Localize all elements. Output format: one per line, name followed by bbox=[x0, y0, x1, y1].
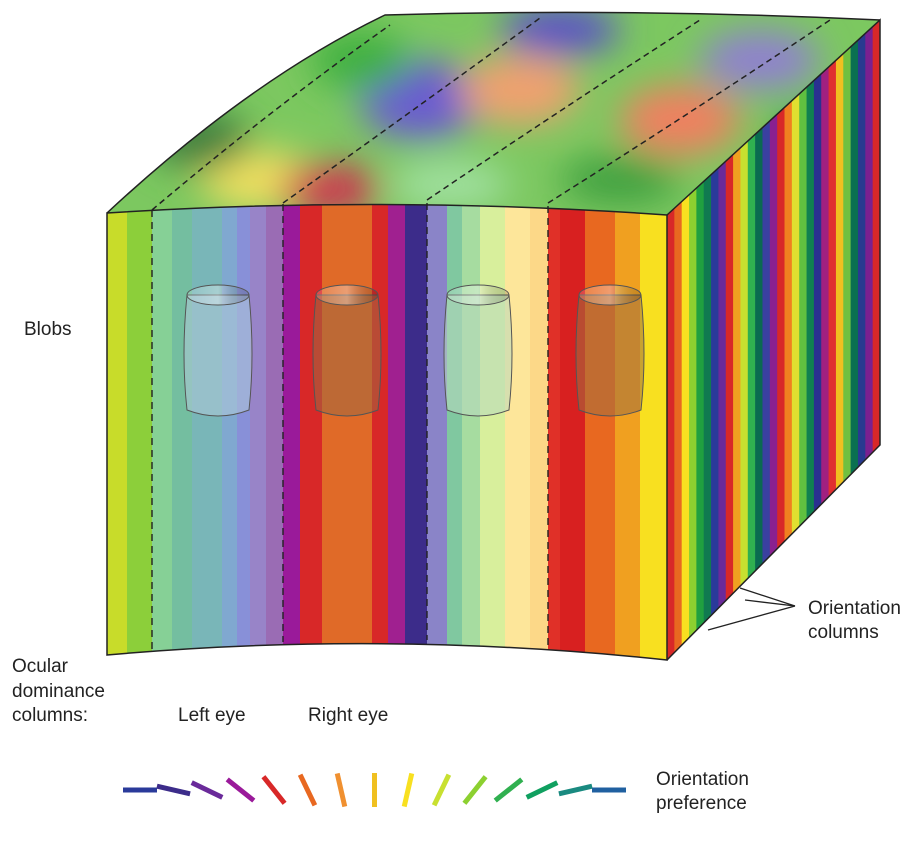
column-stripe bbox=[427, 204, 448, 660]
orientation-bar bbox=[261, 775, 287, 805]
blobs bbox=[183, 284, 645, 417]
column-stripe bbox=[250, 204, 267, 660]
orientation-preference-label: preference bbox=[656, 793, 747, 814]
orientation-bar bbox=[462, 775, 488, 805]
column-stripe bbox=[505, 204, 531, 660]
column-stripe bbox=[791, 93, 800, 534]
column-stripe bbox=[266, 204, 284, 660]
column-stripe bbox=[850, 40, 859, 475]
column-stripe bbox=[784, 100, 793, 542]
column-stripe bbox=[447, 204, 463, 660]
column-stripe bbox=[388, 204, 406, 660]
right-eye-label: Right eye bbox=[308, 705, 388, 726]
orientation-bar bbox=[225, 777, 256, 803]
column-stripe bbox=[322, 204, 373, 660]
column-stripe bbox=[799, 87, 807, 527]
left-eye-label: Left eye bbox=[178, 705, 246, 726]
column-stripe bbox=[872, 20, 881, 453]
column-stripe bbox=[769, 114, 778, 557]
front-face bbox=[107, 204, 667, 660]
column-stripe bbox=[733, 147, 741, 594]
column-stripe bbox=[222, 204, 238, 660]
column-stripe bbox=[462, 204, 481, 660]
top-face bbox=[107, 12, 880, 216]
orientation-preference-label: Orientation bbox=[656, 769, 749, 790]
column-stripe bbox=[762, 120, 771, 564]
blob bbox=[183, 294, 253, 417]
column-stripe bbox=[152, 204, 173, 660]
orientation-bar bbox=[334, 772, 348, 808]
orientation-bar bbox=[525, 780, 559, 800]
column-stripe bbox=[560, 204, 586, 660]
column-stripe bbox=[843, 46, 852, 483]
column-stripe bbox=[172, 204, 193, 660]
column-stripe bbox=[107, 204, 128, 660]
column-stripe bbox=[755, 127, 763, 572]
blob-top bbox=[186, 284, 250, 306]
blobs-label: Blobs bbox=[24, 319, 72, 340]
column-stripe bbox=[585, 204, 616, 660]
orientation-arrows bbox=[707, 587, 796, 631]
column-stripe bbox=[615, 204, 641, 660]
column-stripe bbox=[711, 167, 719, 616]
right-face bbox=[667, 20, 881, 660]
column-stripe bbox=[667, 208, 675, 660]
orientation-bar bbox=[156, 783, 191, 797]
column-stripe bbox=[696, 181, 705, 631]
orientation-bar bbox=[297, 773, 318, 807]
orientation-bar bbox=[493, 777, 524, 803]
column-stripe bbox=[640, 204, 667, 660]
blob bbox=[443, 294, 513, 417]
orientation-columns-label: columns bbox=[808, 622, 879, 643]
column-stripe bbox=[548, 204, 561, 660]
column-stripe bbox=[718, 161, 727, 609]
column-stripe bbox=[813, 73, 822, 512]
column-stripe bbox=[828, 60, 837, 497]
column-stripe bbox=[865, 26, 874, 460]
orientation-preference-key bbox=[123, 772, 626, 808]
cube-outline bbox=[106, 11, 881, 661]
blob bbox=[312, 294, 382, 417]
orientation-columns-label: Orientation bbox=[808, 598, 901, 619]
column-stripe bbox=[480, 204, 506, 660]
blob bbox=[575, 294, 645, 417]
blob-top bbox=[578, 284, 642, 306]
column-stripe bbox=[740, 141, 749, 586]
column-stripe bbox=[777, 107, 785, 549]
column-stripe bbox=[127, 204, 153, 660]
ocular-label: columns: bbox=[12, 705, 88, 726]
column-stripe bbox=[237, 204, 251, 660]
ocular-label: Ocular bbox=[12, 656, 69, 677]
column-stripe bbox=[530, 204, 549, 660]
blob-top bbox=[446, 284, 510, 306]
orientation-bar bbox=[401, 772, 415, 808]
column-stripe bbox=[857, 33, 866, 468]
column-stripe bbox=[747, 134, 756, 579]
column-stripe bbox=[372, 204, 389, 660]
column-stripe bbox=[821, 67, 829, 505]
orientation-bar bbox=[431, 773, 452, 807]
column-stripe bbox=[192, 204, 223, 660]
column-stripe bbox=[703, 174, 712, 623]
orientation-bar bbox=[190, 780, 224, 800]
column-stripe bbox=[725, 154, 734, 601]
column-stripe bbox=[674, 201, 683, 653]
ocular-boundaries bbox=[151, 203, 549, 652]
column-stripe bbox=[689, 188, 697, 638]
column-stripe bbox=[681, 194, 690, 646]
orientation-bar bbox=[558, 783, 593, 797]
column-stripe bbox=[835, 53, 844, 490]
column-stripe bbox=[283, 204, 301, 660]
ocular-label: dominance bbox=[12, 681, 105, 702]
column-stripe bbox=[806, 80, 815, 520]
column-stripe bbox=[300, 204, 323, 660]
column-stripe bbox=[405, 204, 428, 660]
blob-top bbox=[315, 284, 379, 306]
